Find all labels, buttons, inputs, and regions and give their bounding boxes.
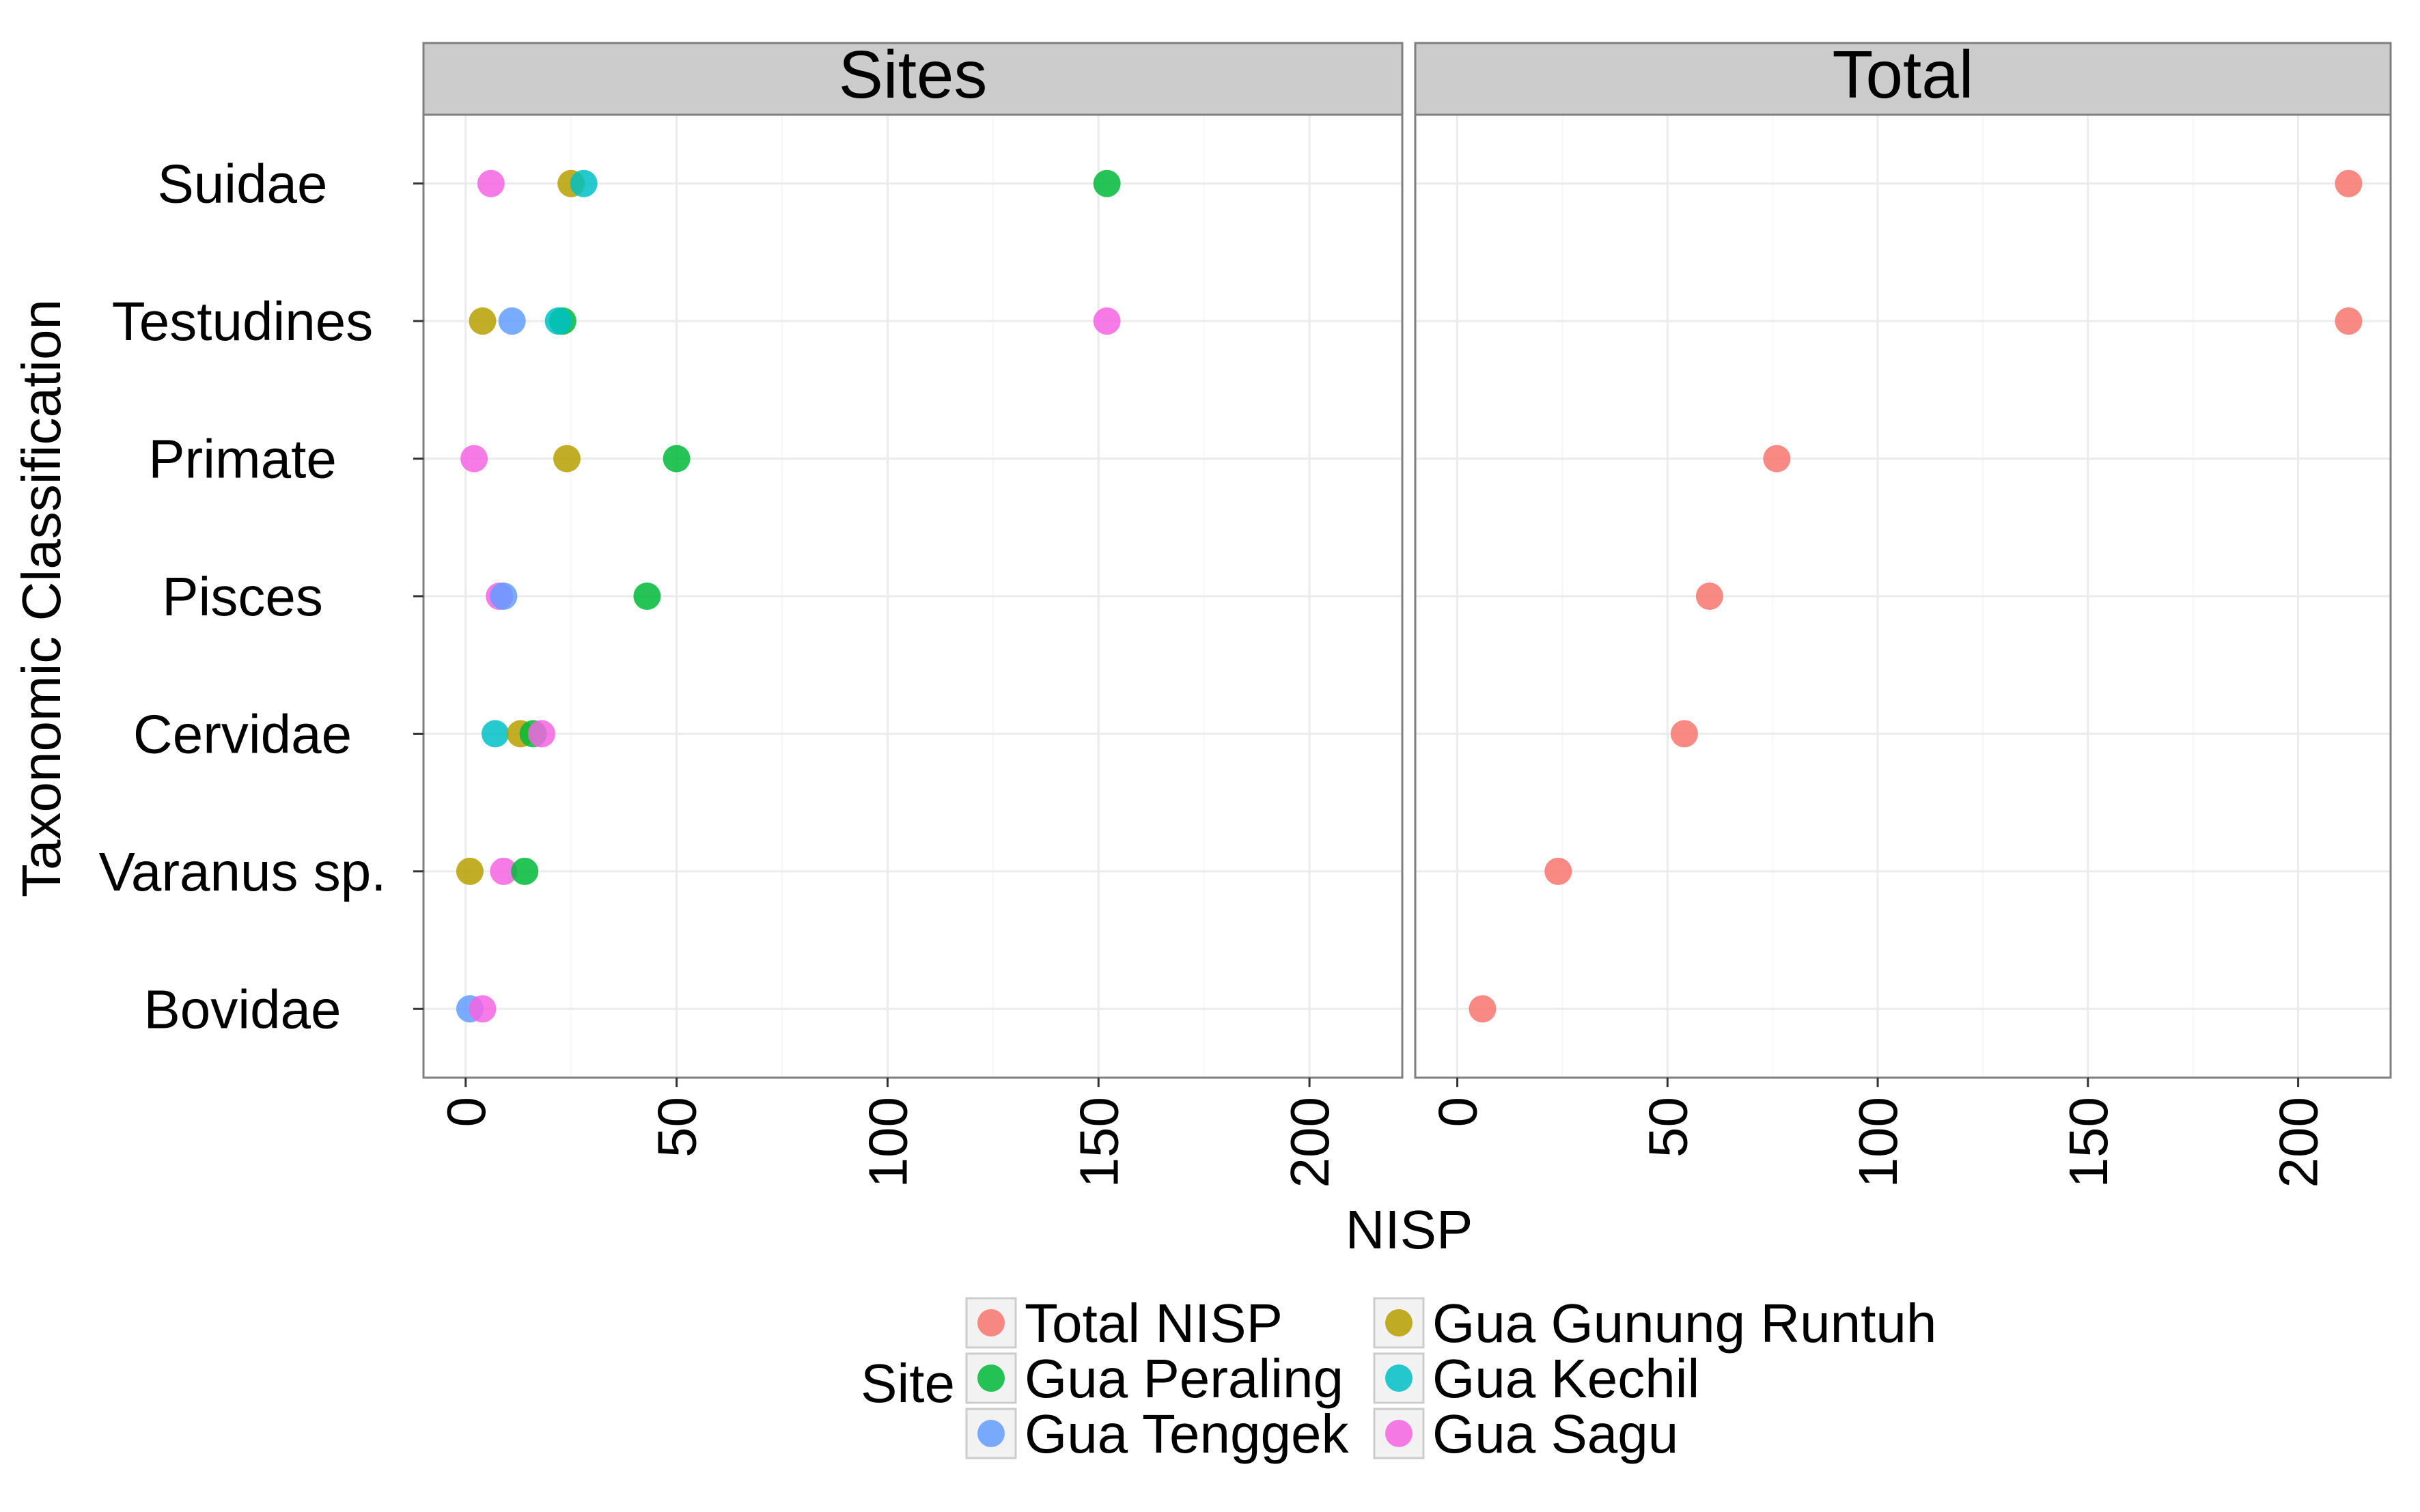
data-point [498, 307, 526, 335]
facet-title: Total [1832, 37, 1973, 112]
y-tick-label: Cervidae [133, 703, 352, 764]
legend-label: Gua Gunung Runtuh [1432, 1293, 1936, 1354]
legend-title: Site [861, 1353, 955, 1414]
x-tick-label: 100 [857, 1097, 918, 1188]
legend-marker [977, 1420, 1005, 1447]
x-tick-label: 100 [1848, 1097, 1908, 1188]
data-point [1469, 995, 1497, 1023]
legend-marker [977, 1364, 1005, 1392]
legend-key [965, 1408, 1017, 1459]
facet-strip [422, 42, 1404, 116]
y-tick-label: Bovidae [143, 979, 341, 1039]
y-axis-title: Taxonomic Classification [11, 299, 72, 897]
data-point [1544, 857, 1572, 885]
y-tick-label: Varanus sp. [99, 841, 387, 902]
legend-marker [1385, 1420, 1413, 1447]
legend-label: Gua Sagu [1432, 1403, 1678, 1464]
legend-label: Total NISP [1025, 1293, 1283, 1354]
y-tick-label: Testudines [112, 291, 373, 352]
data-point [553, 445, 581, 473]
x-tick-label: 0 [436, 1097, 497, 1128]
legend-marker [1385, 1309, 1413, 1336]
legend-marker [977, 1309, 1005, 1336]
data-point [469, 995, 497, 1023]
legend-item: Gua Kechil [1373, 1348, 1699, 1409]
legend-item: Gua Sagu [1373, 1403, 1678, 1464]
data-point [460, 445, 488, 473]
x-tick-label: 200 [1279, 1097, 1340, 1188]
data-point [544, 307, 572, 335]
panel-total: Total 0 50 100 150 200 [1414, 37, 2392, 1188]
data-point [663, 445, 691, 473]
data-point [490, 583, 518, 610]
legend-item: Gua Gunung Runtuh [1373, 1293, 1936, 1354]
x-tick-label: 150 [2058, 1097, 2119, 1188]
legend-label: Gua Tenggek [1025, 1403, 1349, 1464]
data-point [511, 857, 539, 885]
y-axis: Suidae Testudines Primate Pisces Cervidae Var… [99, 154, 423, 1039]
y-tick-label: Suidae [157, 154, 327, 214]
data-point [527, 720, 555, 748]
panels: Sites 0 50 100 150 200 Total 0 50 100 150 200 [422, 37, 2392, 1188]
data-point [490, 857, 518, 885]
legend-label: Gua Peraling [1025, 1348, 1344, 1409]
data-point [477, 169, 505, 197]
panel-sites: Sites 0 50 100 150 200 [422, 37, 1404, 1188]
data-point [1670, 720, 1698, 748]
legend-label: Gua Kechil [1432, 1348, 1699, 1409]
legend-item: Gua Peraling [965, 1348, 1344, 1409]
data-point [456, 857, 484, 885]
data-point [1695, 583, 1723, 610]
data-point [1763, 445, 1791, 473]
data-point [482, 720, 510, 748]
facet-title: Sites [839, 37, 988, 112]
legend-marker [1385, 1364, 1413, 1392]
data-point [570, 169, 598, 197]
data-point [633, 583, 661, 610]
x-tick-label: 0 [1428, 1097, 1488, 1128]
y-tick-label: Pisces [162, 566, 323, 627]
x-tick-label: 200 [2268, 1097, 2329, 1188]
data-point [469, 307, 497, 335]
legend-item: Gua Tenggek [965, 1403, 1349, 1464]
data-point [1093, 307, 1121, 335]
panel-border [1414, 113, 2392, 1079]
x-tick-label: 50 [647, 1097, 708, 1158]
y-tick-label: Primate [148, 429, 337, 490]
x-tick-label: 50 [1637, 1097, 1698, 1158]
data-point [2335, 307, 2363, 335]
data-point [1093, 169, 1121, 197]
data-point [2335, 169, 2363, 197]
x-tick-label: 150 [1068, 1097, 1129, 1188]
x-axis-title: NISP [1346, 1199, 1473, 1260]
legend-item: Total NISP [965, 1293, 1283, 1354]
